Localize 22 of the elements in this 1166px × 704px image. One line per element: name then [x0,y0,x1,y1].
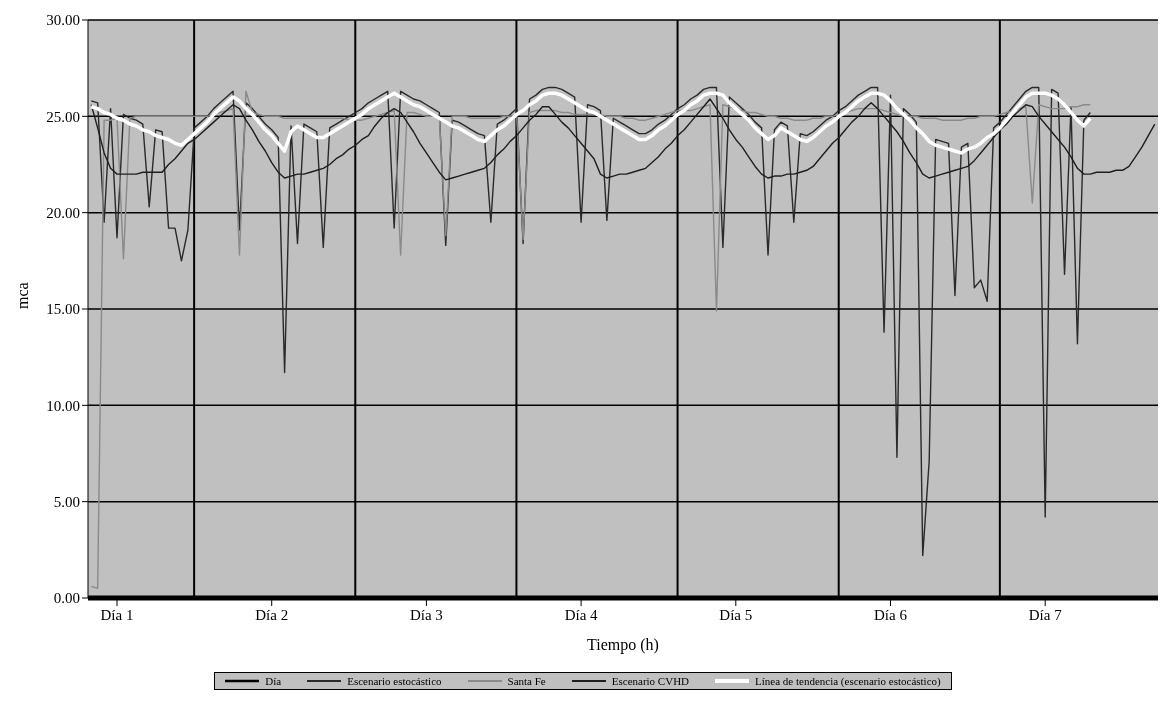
legend-label: Escenario CVHD [610,675,690,687]
x-tick-label: Día 3 [409,607,443,623]
y-tick-label: 5.00 [53,493,80,510]
x-tick-label: Día 5 [719,607,753,623]
x-tick-label: Día 7 [1028,607,1063,623]
y-tick-label: 10.00 [46,397,80,414]
y-tick-label: 0.00 [53,590,80,607]
x-tick-label: Día 2 [255,607,289,623]
x-axis-title: Tiempo (h) [587,636,659,654]
legend-label: Línea de tendencia (escenario estocástico) [754,675,941,687]
y-tick-label: 20.00 [46,204,80,221]
y-axis-title: mca [13,282,31,309]
legend-label: Escenario estocástico [346,675,442,687]
y-tick-label: 25.00 [46,108,80,125]
x-tick-label: Día 6 [874,607,908,623]
x-tick-label: Día 1 [100,607,134,623]
legend-label: Día [264,675,282,687]
legend-label: Santa Fe [506,675,546,687]
x-tick-label: Día 4 [564,607,599,623]
y-tick-label: 30.00 [46,12,80,29]
line-series [89,91,1093,155]
y-tick-label: 15.00 [46,301,80,318]
